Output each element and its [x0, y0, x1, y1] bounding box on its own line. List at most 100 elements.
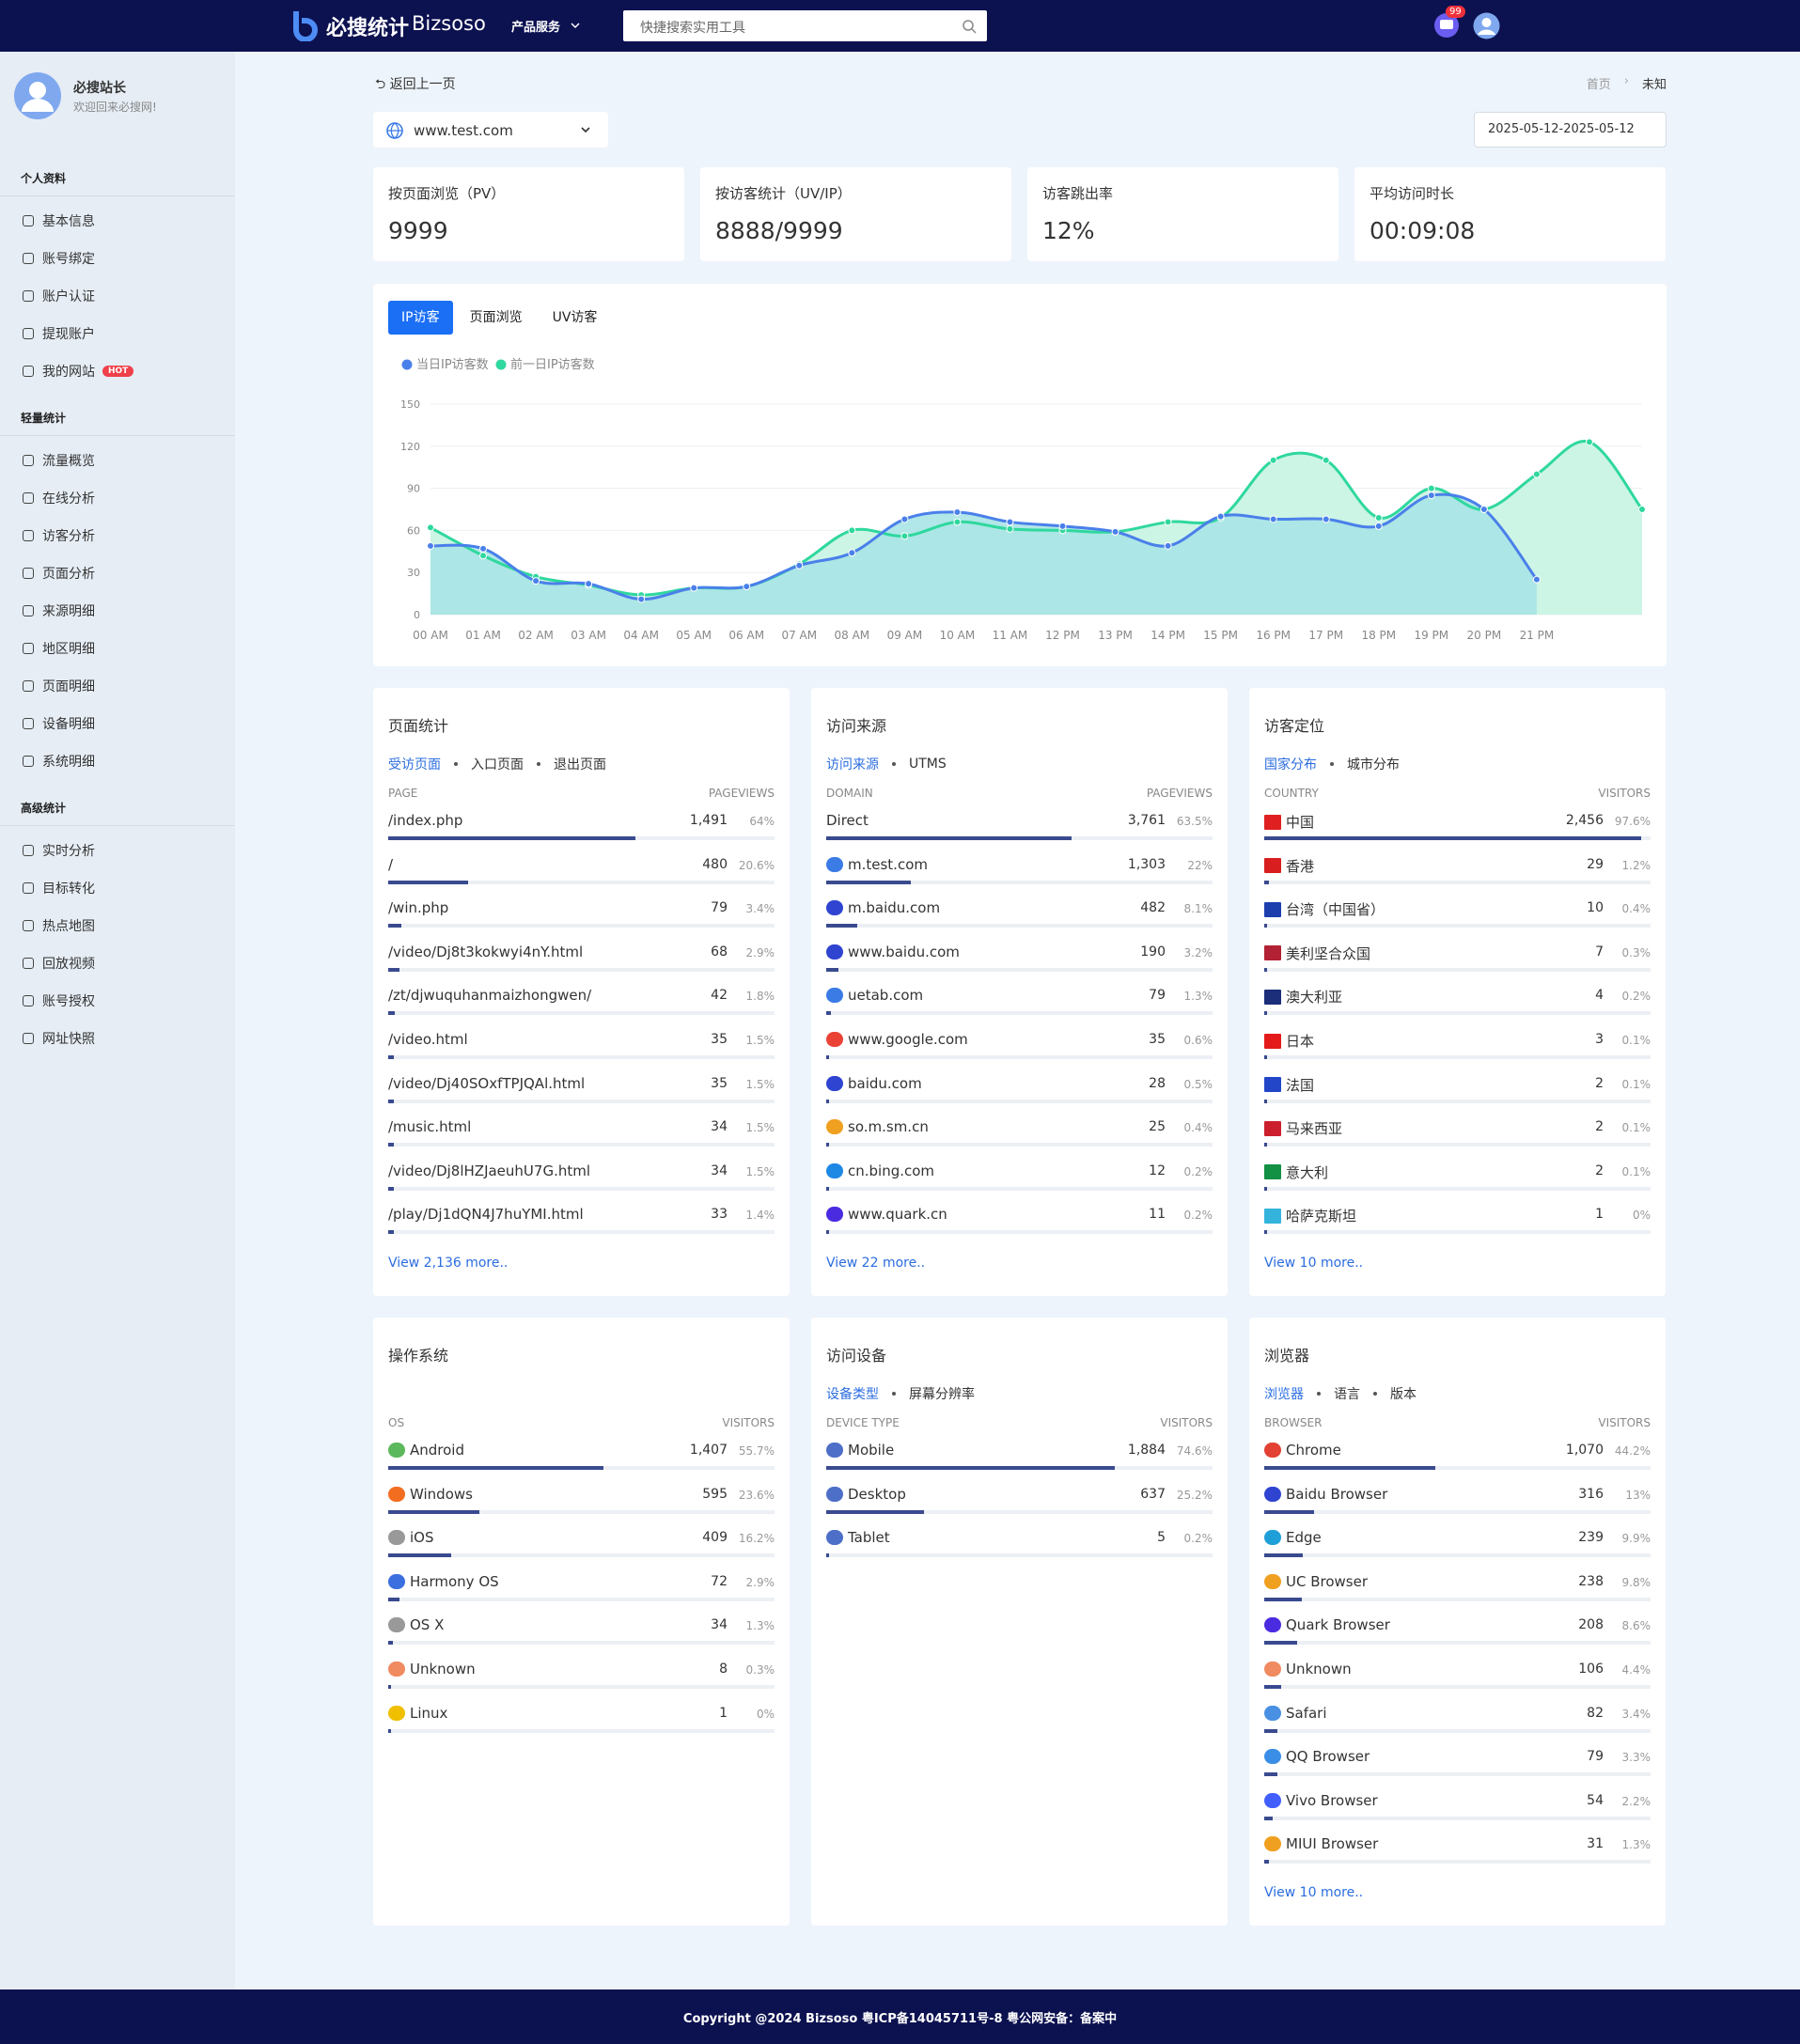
row-label: 澳大利亚 [1286, 989, 1343, 1006]
row-name: OS X [388, 1616, 444, 1633]
chart-tab[interactable]: 页面浏览 [469, 310, 523, 325]
chart-tab[interactable]: UV访客 [552, 310, 598, 325]
row-value: 33 [711, 1207, 728, 1223]
point [953, 507, 962, 516]
site-select[interactable]: www.test.com [373, 112, 608, 148]
row-name: www.google.com [826, 1031, 968, 1048]
chart-tab[interactable]: IP访客 [388, 301, 453, 335]
menu-icon [23, 328, 34, 339]
row-name: www.quark.cn [826, 1206, 947, 1223]
menu-label: 账号授权 [42, 994, 95, 1009]
panel-tab[interactable]: 版本 [1390, 1387, 1417, 1402]
menu-item[interactable]: 回放视频 [0, 944, 235, 982]
panel-tab[interactable]: 访问来源 [826, 757, 879, 772]
menu-caret [571, 23, 580, 29]
panel-tab[interactable]: 受访页面 [388, 757, 441, 772]
panel-tab[interactable]: 城市分布 [1347, 757, 1400, 772]
panel-header[interactable]: 页面统计 [388, 713, 456, 736]
x-tick-label: 07 AM [781, 629, 817, 642]
search-box[interactable]: 快捷搜索实用工具 [623, 10, 987, 41]
menu-item[interactable]: 目标转化 [0, 869, 235, 907]
panel-header[interactable]: 操作系统 [388, 1343, 456, 1365]
row-share: 2.9% [745, 945, 775, 960]
panel-header[interactable]: 访客定位 [1264, 713, 1332, 736]
row-value: 11 [1149, 1207, 1166, 1223]
menu-item[interactable]: 在线分析 [0, 479, 235, 517]
panel-tab[interactable]: 国家分布 [1264, 757, 1317, 772]
table-row: Desktop 637 25.2% [826, 1482, 1213, 1520]
panel-header[interactable]: 访问设备 [826, 1343, 894, 1365]
breadcrumb-home[interactable]: 首页 [1586, 78, 1611, 92]
point [479, 544, 488, 553]
table-row: 马来西亚 2 0.1% [1264, 1115, 1651, 1152]
bar [388, 1186, 395, 1191]
view-more[interactable]: View 10 more.. [1264, 1256, 1364, 1271]
menu-item[interactable]: 页面分析 [0, 554, 235, 592]
row-name: /music.html [388, 1118, 471, 1135]
user-avatar[interactable] [1473, 12, 1500, 39]
date-picker[interactable]: 2025-05-12-2025-05-12 [1474, 112, 1667, 148]
view-more[interactable]: View 22 more.. [826, 1256, 926, 1271]
row-label: www.quark.cn [848, 1206, 947, 1224]
row-name: cn.bing.com [826, 1162, 934, 1179]
row-label: /video/Dj8lHZJaeuhU7G.html [388, 1162, 591, 1179]
row-share: 0% [756, 1707, 775, 1721]
panel-tab[interactable]: 设备类型 [826, 1387, 879, 1402]
menu-item[interactable]: 系统明细 [0, 742, 235, 780]
row-name: Desktop [826, 1486, 906, 1503]
point [427, 523, 434, 532]
row-icon [826, 1443, 843, 1458]
menu-item[interactable]: 来源明细 [0, 592, 235, 630]
menu-item[interactable]: 基本信息 [0, 202, 235, 240]
menu-icon [23, 920, 34, 931]
table-row: Baidu Browser 316 13% [1264, 1482, 1651, 1520]
product-menu[interactable]: 产品服务 [511, 21, 561, 35]
column-header: DOMAIN [826, 787, 873, 800]
table-row: iOS 409 16.2% [388, 1525, 775, 1563]
menu-item[interactable]: 设备明细 [0, 705, 235, 742]
point [1374, 513, 1383, 522]
row-label: /play/Dj1dQN4J7huYMI.html [388, 1206, 584, 1224]
bar [826, 967, 839, 972]
menu-item[interactable]: 提现账户 [0, 315, 235, 352]
back-link[interactable]: ⮌ 返回上一页 [375, 77, 456, 92]
column-header: VISITORS [722, 1416, 775, 1429]
row-label: 台湾（中国省） [1286, 901, 1385, 919]
row-label: www.baidu.com [848, 943, 960, 960]
menu-item[interactable]: 账号绑定 [0, 240, 235, 277]
panel-tab[interactable]: 入口页面 [471, 757, 524, 772]
message-icon[interactable] [1434, 11, 1463, 39]
panel-tab[interactable]: 屏幕分辨率 [909, 1387, 975, 1402]
bar [388, 967, 399, 972]
menu-item[interactable]: 流量概览 [0, 442, 235, 479]
menu-item[interactable]: 实时分析 [0, 832, 235, 869]
panel-header[interactable]: 浏览器 [1264, 1343, 1317, 1365]
view-more[interactable]: View 10 more.. [1264, 1885, 1364, 1900]
menu-item[interactable]: 页面明细 [0, 667, 235, 705]
x-tick-label: 04 AM [623, 629, 659, 642]
view-more[interactable]: View 2,136 more.. [388, 1256, 509, 1271]
panel-tab[interactable]: 退出页面 [554, 757, 606, 772]
row-label: Baidu Browser [1286, 1485, 1388, 1503]
menu-label: 在线分析 [42, 491, 95, 507]
menu-item[interactable]: 账号授权 [0, 982, 235, 1020]
row-name: 中国 [1264, 812, 1314, 832]
bar [388, 1230, 394, 1235]
menu-item[interactable]: 网址快照 [0, 1020, 235, 1057]
menu-item[interactable]: 账户认证 [0, 277, 235, 315]
panel-tab[interactable]: UTMS [909, 757, 947, 772]
menu-item[interactable]: 热点地图 [0, 907, 235, 944]
panel-tab[interactable]: 浏览器 [1264, 1387, 1304, 1402]
table-row: /video.html 35 1.5% [388, 1027, 775, 1065]
menu-item[interactable]: 我的网站 HOT [0, 352, 235, 390]
menu-item[interactable]: 地区明细 [0, 630, 235, 667]
panel-header[interactable]: 访问来源 [826, 713, 894, 736]
y-tick-label: 90 [407, 483, 420, 495]
menu-item[interactable]: 访客分析 [0, 517, 235, 554]
bar [1264, 1685, 1282, 1689]
column-header: VISITORS [1598, 787, 1651, 800]
row-icon [1264, 1530, 1281, 1546]
x-tick-label: 13 PM [1098, 629, 1133, 642]
row-name: Vivo Browser [1264, 1792, 1378, 1809]
panel-tab[interactable]: 语言 [1334, 1387, 1360, 1402]
